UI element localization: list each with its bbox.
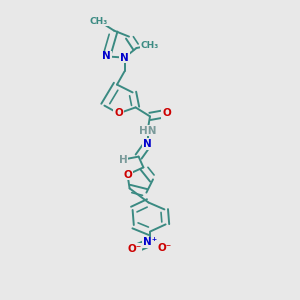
Text: N⁺: N⁺ xyxy=(143,237,157,248)
Text: CH₃: CH₃ xyxy=(90,16,108,26)
Text: H: H xyxy=(118,154,127,165)
Text: N: N xyxy=(102,51,111,62)
Text: O: O xyxy=(123,169,132,180)
Text: O: O xyxy=(162,108,171,118)
Text: O: O xyxy=(114,108,123,118)
Text: N: N xyxy=(143,139,152,149)
Text: O⁻: O⁻ xyxy=(157,243,172,254)
Text: N: N xyxy=(120,52,129,63)
Text: O⁻: O⁻ xyxy=(127,244,142,254)
Text: CH₃: CH₃ xyxy=(140,41,158,50)
Text: HN: HN xyxy=(139,125,156,136)
